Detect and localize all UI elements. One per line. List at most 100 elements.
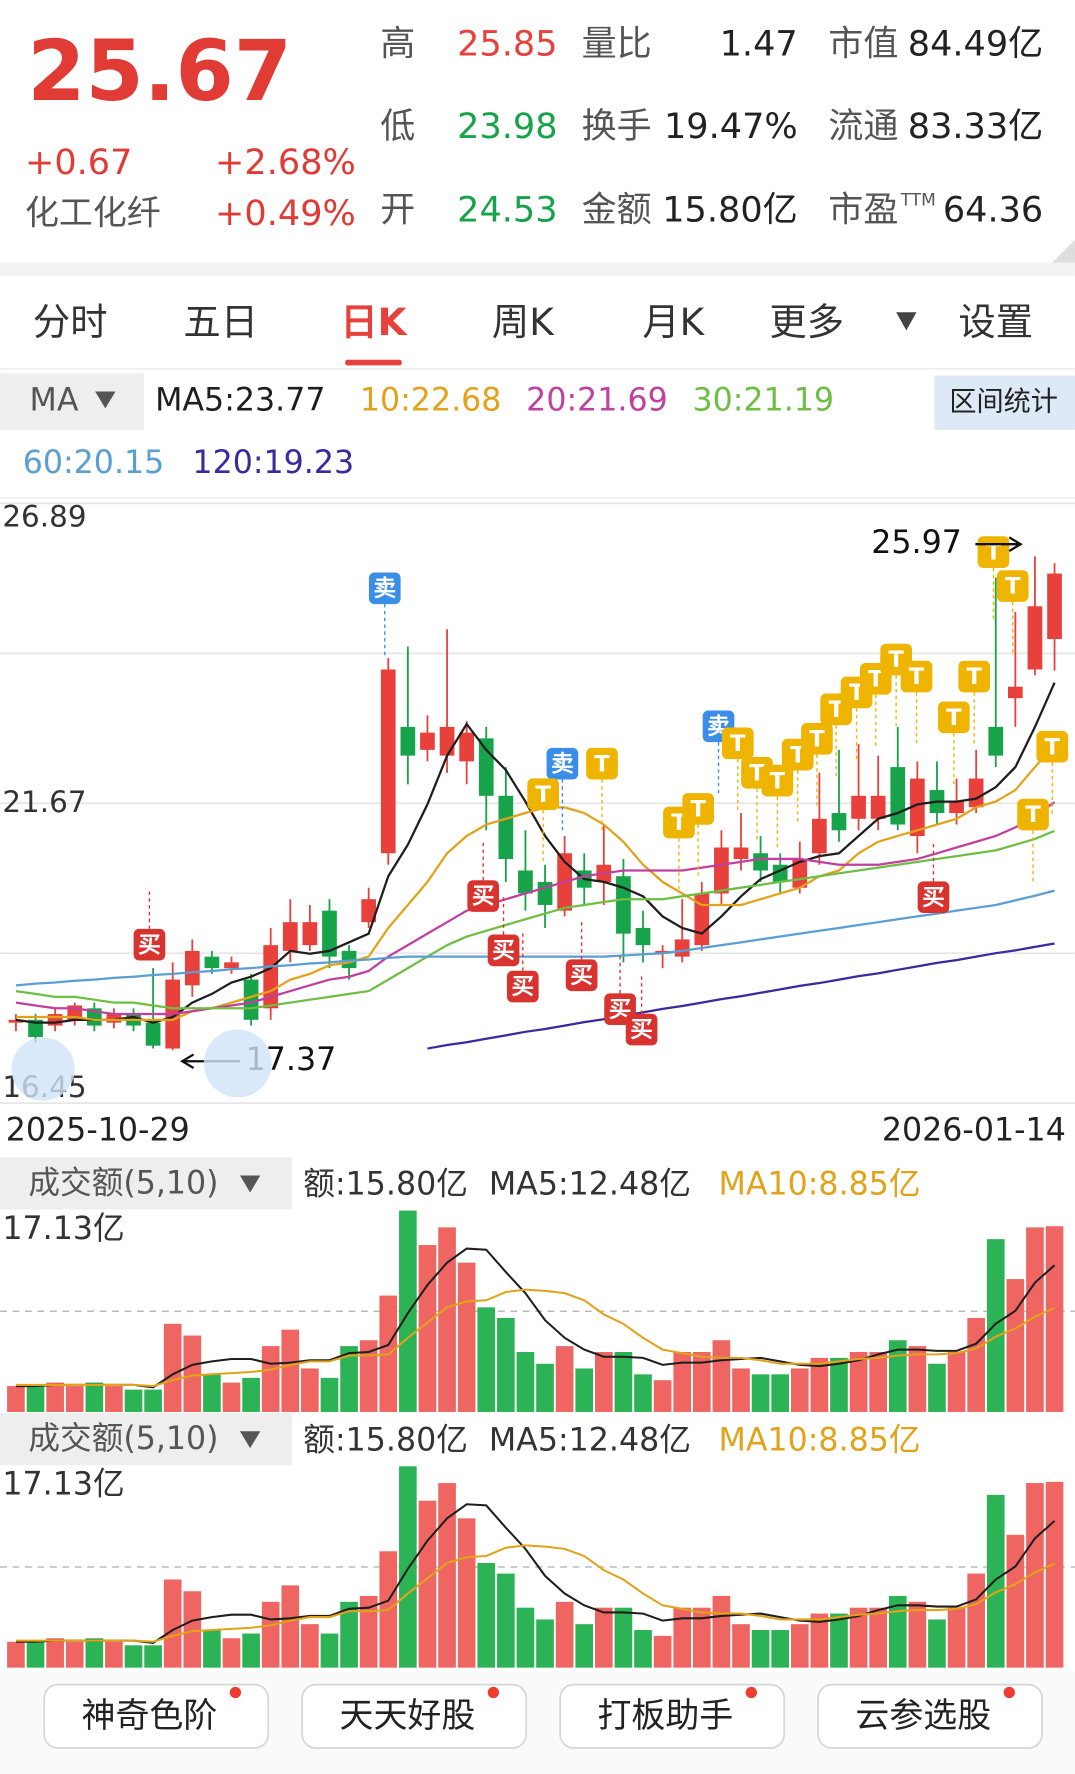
- volume-bar: [810, 1613, 829, 1668]
- volume-bar: [1026, 1227, 1044, 1412]
- volume-header-button[interactable]: [0, 1413, 292, 1466]
- volume-bar: [516, 1607, 535, 1668]
- tab[interactable]: 日K: [340, 300, 408, 344]
- candle-body: [459, 732, 475, 762]
- signal-label: T: [730, 731, 746, 757]
- volume-legend-item: 额:15.80亿: [303, 1167, 468, 1203]
- volume-bar: [869, 1352, 887, 1412]
- volume-bar: [124, 1645, 143, 1668]
- bottom-button-label[interactable]: 神奇色阶: [82, 1696, 218, 1736]
- volume-ma-line: [15, 1503, 1056, 1645]
- tab[interactable]: 月K: [642, 300, 705, 344]
- ma-line: [15, 682, 1056, 1024]
- volume-bar: [261, 1601, 280, 1668]
- volume-bar: [830, 1357, 848, 1412]
- bottom-button-label[interactable]: 天天好股: [340, 1696, 476, 1736]
- ma-line: [15, 889, 1055, 987]
- signal-label: T: [868, 666, 884, 692]
- volume-bar: [497, 1573, 515, 1668]
- signal-label: T: [1045, 734, 1061, 760]
- range-button[interactable]: [934, 375, 1075, 430]
- volume-bar: [399, 1466, 417, 1668]
- volume-bar: [477, 1307, 496, 1412]
- kline-chart: 26.8921.6716.45卖买卖TT买买买买买买卖TTTTTTTTTTTTT…: [0, 500, 1075, 1104]
- tab[interactable]: 五日: [183, 300, 258, 344]
- signal-badge: [133, 928, 166, 961]
- sector-pct: +0.49%: [215, 193, 356, 234]
- tab[interactable]: 更多: [769, 300, 844, 344]
- stat-value: 25.85: [457, 23, 557, 64]
- candle-body: [753, 853, 768, 871]
- signal-badge: [368, 572, 401, 605]
- volume-bar: [222, 1638, 241, 1668]
- volume-bar: [869, 1607, 887, 1668]
- bottom-button[interactable]: [817, 1683, 1043, 1749]
- volume-bar: [85, 1638, 104, 1668]
- candle-body: [224, 962, 239, 969]
- bottom-button[interactable]: [559, 1683, 785, 1749]
- signal-label: 买: [570, 963, 593, 989]
- bottom-button-label[interactable]: 云参选股: [855, 1696, 991, 1736]
- volume-legend-item: MA10:8.85亿: [719, 1167, 921, 1203]
- bottom-button[interactable]: [43, 1683, 270, 1749]
- x-end-label: 2026-01-14: [882, 1112, 1066, 1148]
- ma-line: [15, 801, 1056, 1016]
- volume-bar: [359, 1340, 378, 1412]
- volume-bar: [986, 1494, 1005, 1668]
- signal-badge: [467, 880, 500, 912]
- volume-title: 成交额(5,10): [28, 1421, 218, 1457]
- stat-value: 15.80亿: [662, 190, 797, 231]
- signal-badge: [721, 727, 754, 760]
- stat-label: 换手: [582, 106, 652, 147]
- candle-body: [439, 726, 455, 756]
- volume-bar: [1006, 1279, 1025, 1412]
- volume-legend-item: MA5:12.48亿: [489, 1167, 691, 1203]
- bottom-button-label[interactable]: 打板助手: [597, 1696, 733, 1736]
- ma-button-label[interactable]: MA: [30, 383, 79, 419]
- volume-header-button[interactable]: [0, 1157, 292, 1210]
- volume-bar: [203, 1630, 221, 1668]
- volume-bar: [163, 1579, 182, 1668]
- bottom-button[interactable]: [301, 1683, 528, 1749]
- candle-body: [302, 922, 318, 946]
- signal-badge: [900, 660, 933, 693]
- volume-bar: [516, 1352, 535, 1412]
- range-button-label[interactable]: 区间统计: [949, 386, 1058, 417]
- signal-label: 买: [630, 1017, 653, 1043]
- volume-bar: [908, 1601, 927, 1668]
- volume-bar: [732, 1624, 750, 1668]
- signal-label: 买: [609, 997, 632, 1023]
- candle-body: [616, 876, 631, 934]
- volume-bar: [634, 1630, 652, 1668]
- tab[interactable]: 周K: [492, 300, 555, 344]
- volume-bar: [555, 1346, 574, 1412]
- candle-body: [400, 726, 416, 756]
- badge-dot: [487, 1686, 500, 1699]
- candle-body: [145, 1022, 161, 1046]
- zoom-circle[interactable]: [203, 1029, 272, 1098]
- nav-circle[interactable]: [11, 1037, 75, 1101]
- volume-bar: [242, 1633, 260, 1668]
- volume-bar: [477, 1563, 496, 1668]
- volume-bar: [849, 1607, 868, 1668]
- stat-value: 64.36: [943, 190, 1043, 231]
- volume-bar: [986, 1239, 1005, 1412]
- signal-label: 卖: [551, 751, 574, 777]
- volume-bar: [85, 1382, 104, 1412]
- tab[interactable]: 分时: [33, 300, 108, 344]
- volume-bar: [555, 1601, 574, 1668]
- ma-button[interactable]: [0, 373, 144, 430]
- signal-badge: [506, 970, 539, 1003]
- volume-bar: [359, 1595, 378, 1668]
- candle-body: [8, 1019, 24, 1023]
- signal-label: T: [888, 647, 904, 673]
- tab[interactable]: 设置: [958, 300, 1033, 344]
- volume-bar: [203, 1374, 221, 1412]
- signal-label: T: [1025, 802, 1041, 828]
- volume-bar: [594, 1352, 613, 1412]
- signal-badge: [1017, 798, 1049, 831]
- volume-bar: [1045, 1481, 1064, 1668]
- change: +0.67: [25, 142, 132, 183]
